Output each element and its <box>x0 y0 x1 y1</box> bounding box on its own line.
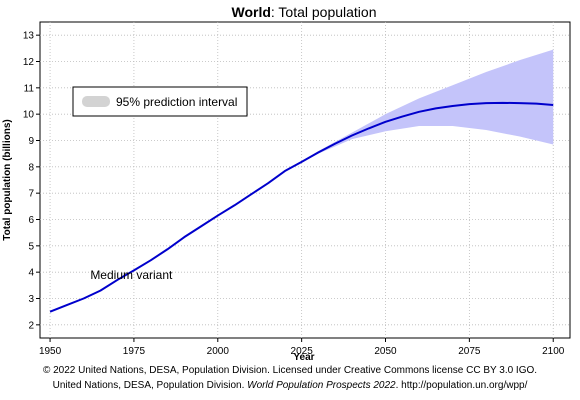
series-layer <box>49 101 554 313</box>
x-tick-label: 2000 <box>207 346 230 357</box>
grid <box>40 22 570 338</box>
x-tick-label: 2075 <box>458 346 481 357</box>
x-tick-label: 2025 <box>291 346 314 357</box>
prediction-interval-band <box>291 49 554 168</box>
y-tick-label: 3 <box>28 294 34 305</box>
x-tick-label: 2050 <box>374 346 397 357</box>
footer-copyright: © 2022 United Nations, DESA, Population … <box>42 365 538 376</box>
legend-label: 95% prediction interval <box>116 95 237 109</box>
y-tick-label: 5 <box>28 241 34 252</box>
plot-frame <box>39 21 571 339</box>
footer-citation-title: World Population Prospects 2022 <box>247 380 396 391</box>
y-tick-label: 12 <box>23 57 35 68</box>
chart-title-bold: World <box>231 4 270 20</box>
y-tick-label: 7 <box>28 189 34 200</box>
y-tick-label: 8 <box>28 162 34 173</box>
y-tick-label: 13 <box>23 31 35 42</box>
footer-citation: United Nations, DESA, Population Divisio… <box>0 378 580 393</box>
y-tick-label: 2 <box>28 320 34 331</box>
x-tick-label: 2100 <box>542 346 565 357</box>
x-axis-label: Year <box>293 352 314 362</box>
y-tick-label: 9 <box>28 136 34 147</box>
series-annotation: Medium variant <box>90 268 173 282</box>
chart-title: World: Total population <box>231 4 376 20</box>
y-tick-label: 4 <box>28 268 34 279</box>
footer-citation-suffix: . http://population.un.org/wpp/ <box>395 380 528 391</box>
x-axis: 1950 1975 2000 2025 2050 2075 2100 <box>39 338 565 357</box>
prediction-band-layer <box>291 49 554 168</box>
chart-title-rest: : Total population <box>271 4 377 20</box>
legend-swatch <box>82 96 110 107</box>
medium-variant-line <box>49 101 554 313</box>
x-tick-label: 1950 <box>39 346 62 357</box>
legend: 95% prediction interval <box>72 86 248 117</box>
population-chart: World: Total population 2 3 4 5 6 7 8 9 10 11 12 13… <box>2 4 571 362</box>
annotations: Medium variant <box>90 268 173 282</box>
y-tick-label: 11 <box>24 83 35 94</box>
footer-citation-prefix: United Nations, DESA, Population Divisio… <box>52 380 248 391</box>
x-tick-label: 1975 <box>123 346 146 357</box>
y-axis-label: Total population (billions) <box>2 119 13 240</box>
y-tick-label: 10 <box>23 110 35 121</box>
y-tick-label: 6 <box>28 215 34 226</box>
y-axis: 2 3 4 5 6 7 8 9 10 11 12 13 <box>23 31 40 331</box>
